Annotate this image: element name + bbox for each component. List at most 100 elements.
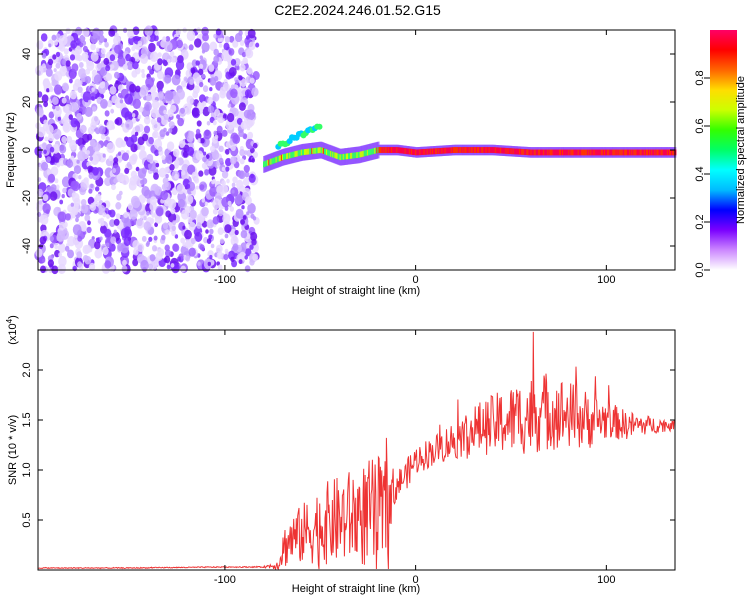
- spectrogram-noise-cell: [85, 68, 91, 75]
- spectrogram-noise-cell: [36, 203, 43, 212]
- spectrogram-noise-cell: [151, 109, 158, 118]
- spectrogram-noise-cell: [117, 56, 126, 67]
- spectrogram-noise-cell: [171, 57, 176, 63]
- spectrogram-noise-cell: [125, 53, 131, 62]
- spectrogram-noise-cell: [119, 99, 124, 104]
- spectrogram-noise-cell: [61, 82, 69, 92]
- spectrogram-noise-cell: [115, 202, 122, 210]
- spectrogram-noise-cell: [106, 100, 113, 108]
- spectrogram-noise-cell: [184, 132, 189, 138]
- spectrogram-noise-cell: [213, 48, 219, 56]
- spectrogram-noise-cell: [167, 109, 174, 117]
- spectrogram-noise-cell: [57, 207, 61, 212]
- spectrogram-noise-cell: [95, 237, 100, 242]
- spectrogram-noise-cell: [195, 128, 201, 135]
- spectrogram-noise-cell: [237, 170, 244, 179]
- spectrogram-noise-cell: [240, 230, 248, 239]
- spectrogram-noise-cell: [224, 36, 231, 43]
- spectrogram-noise-cell: [216, 125, 223, 134]
- spectrogram-noise-cell: [164, 154, 173, 164]
- spectrogram-noise-cell: [171, 229, 177, 237]
- spectrogram-noise-cell: [148, 136, 155, 145]
- spectrogram-plot: -100 0 100 -40 -20 0 20 40 Height of straight …: [5, 25, 677, 297]
- spectrogram-noise-cell: [157, 146, 163, 152]
- spectrogram-noise-cell: [132, 26, 140, 35]
- spectrogram-noise-cell: [58, 255, 67, 267]
- spectrogram-noise-cell: [106, 214, 110, 219]
- spectrogram-noise-cell: [44, 136, 49, 142]
- spectrogram-noise-cell: [100, 48, 106, 55]
- spectrogram-noise-cell: [218, 145, 224, 152]
- colorbar-tick-label: 0.0: [694, 262, 706, 277]
- spectrogram-noise-cell: [40, 33, 48, 42]
- spectrogram-noise-cell: [185, 194, 194, 205]
- spectrogram-noise-cell: [115, 80, 119, 85]
- spectrogram-noise-cell: [57, 243, 66, 253]
- spectrogram-noise-cell: [252, 253, 259, 262]
- spectrogram-noise-cell: [71, 192, 76, 198]
- spectrogram-noise-cell: [245, 248, 252, 257]
- spectrogram-noise-cell: [84, 106, 93, 117]
- spectrogram-noise-cell: [240, 219, 246, 225]
- y-tick-label: 40: [21, 48, 33, 60]
- spectrogram-noise-cell: [135, 85, 141, 93]
- spectrogram-noise-cell: [219, 238, 225, 244]
- spectrogram-noise-cell: [146, 153, 154, 163]
- spectrogram-noise-cell: [143, 221, 152, 231]
- spectrogram-noise-cell: [53, 40, 59, 46]
- spectrogram-noise-cell: [252, 71, 260, 80]
- spectrogram-noise-cell: [173, 159, 180, 167]
- spectrogram-noise-cell: [51, 96, 59, 106]
- spectrogram-noise-cell: [174, 173, 179, 180]
- spectrogram-noise-cell: [147, 65, 152, 71]
- spectrogram-noise-cell: [155, 162, 160, 168]
- spectrogram-noise-cell: [195, 150, 204, 161]
- spectrogram-noise-cell: [69, 90, 77, 100]
- spectrogram-noise-cell: [132, 240, 140, 250]
- spectrogram-noise-cell: [199, 244, 205, 251]
- spectrogram-noise-cell: [223, 254, 229, 261]
- spectrogram-noise-cell: [224, 206, 229, 211]
- spectrogram-noise-cell: [144, 101, 152, 112]
- spectrogram-noise-cell: [238, 75, 243, 81]
- spectrogram-noise-cell: [223, 49, 228, 56]
- spectrogram-noise-cell: [64, 105, 69, 110]
- spectrogram-noise-cell: [221, 170, 229, 179]
- spectrogram-noise-cell: [230, 59, 237, 66]
- spectrogram-noise-cell: [115, 213, 121, 220]
- spectrogram-noise-cell: [50, 166, 59, 176]
- spectrogram-noise-cell: [54, 71, 63, 82]
- spectrogram-noise-cell: [86, 133, 93, 141]
- spectrogram-noise-cell: [36, 70, 41, 76]
- spectrogram-noise-cell: [87, 220, 91, 226]
- spectrogram-signal-cell: [650, 149, 653, 156]
- spectrogram-noise-cell: [134, 125, 141, 132]
- spectrogram-noise-cell: [146, 240, 150, 246]
- spectrogram-noise-cell: [121, 265, 128, 273]
- spectrogram-noise-cell: [72, 224, 82, 236]
- spectrogram-noise-cell: [149, 51, 159, 62]
- spectrogram-noise-cell: [73, 165, 82, 175]
- spectrogram-noise-cell: [220, 37, 224, 42]
- spectrogram-noise-cell: [145, 35, 151, 41]
- spectrogram-noise-cell: [181, 169, 186, 176]
- y-tick-label: -20: [21, 190, 33, 206]
- spectrogram-noise-cell: [239, 158, 245, 165]
- spectrogram-noise-cell: [84, 76, 91, 84]
- spectrogram-noise-cell: [106, 120, 115, 131]
- spectrogram-noise-cell: [207, 105, 215, 114]
- y-tick-label: 20: [21, 96, 33, 108]
- spectrogram-noise-cell: [180, 237, 186, 244]
- spectrogram-noise-cell: [144, 25, 153, 37]
- spectrogram-noise-cell: [95, 186, 100, 192]
- spectrogram-noise-cell: [187, 181, 196, 192]
- spectrogram-y-label: Frequency (Hz): [5, 112, 17, 188]
- spectrogram-signal-cell: [575, 149, 578, 156]
- spectrogram-noise-cell: [141, 235, 147, 242]
- spectrogram-noise-cell: [114, 71, 120, 79]
- spectrogram-noise-cell: [108, 28, 116, 37]
- spectrogram-signal-cell: [316, 123, 323, 130]
- spectrogram-noise-cell: [171, 74, 181, 86]
- spectrogram-noise-cell: [206, 121, 211, 126]
